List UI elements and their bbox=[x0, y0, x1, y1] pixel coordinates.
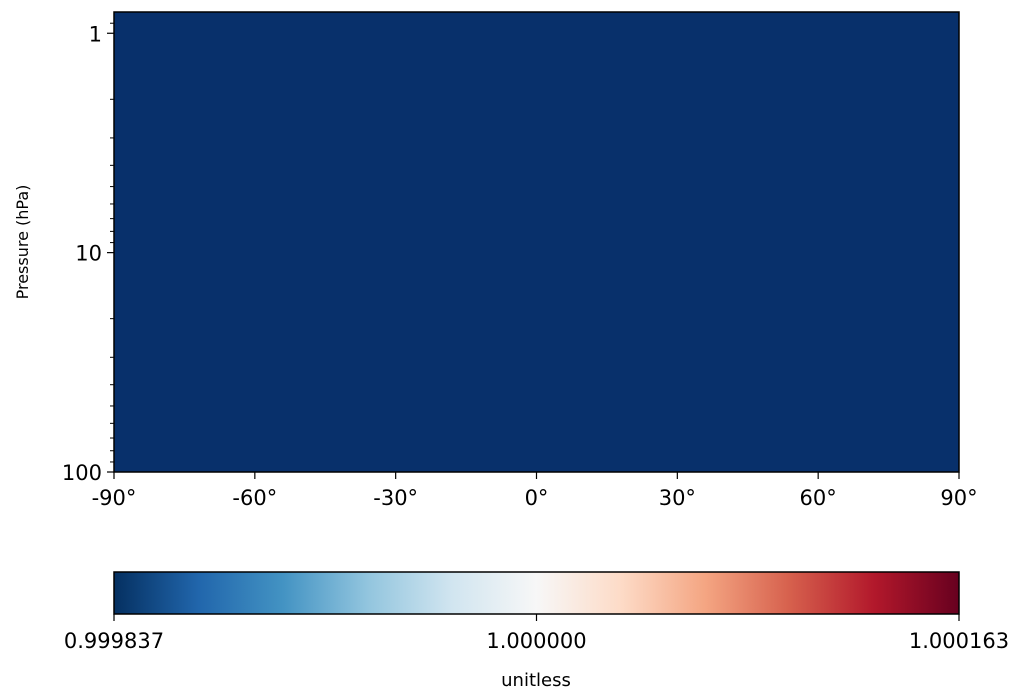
y-axis-label: Pressure (hPa) bbox=[13, 185, 32, 300]
plot-area bbox=[113, 11, 960, 473]
x-tick-label: 0° bbox=[525, 486, 549, 510]
x-tick-label: 30° bbox=[659, 486, 696, 510]
colorbar-tick-label: 0.999837 bbox=[64, 629, 164, 653]
x-axis: -90° -60° -30° 0° 30° 60° 90° bbox=[92, 472, 978, 510]
x-tick-label: -30° bbox=[373, 486, 418, 510]
heatmap-field bbox=[114, 12, 959, 472]
x-tick-label: 60° bbox=[800, 486, 837, 510]
y-tick-label: 1 bbox=[89, 22, 102, 46]
colorbar: 0.999837 1.000000 1.000163 unitless bbox=[64, 571, 1009, 691]
colorbar-tick-label: 1.000163 bbox=[909, 629, 1009, 653]
colorbar-gradient bbox=[114, 572, 959, 614]
colorbar-label: unitless bbox=[501, 670, 571, 691]
y-axis: 1 10 100 bbox=[62, 22, 114, 485]
x-tick-label: -90° bbox=[92, 486, 137, 510]
y-tick-label: 100 bbox=[62, 461, 102, 485]
x-tick-label: 90° bbox=[940, 486, 977, 510]
colorbar-ticks: 0.999837 1.000000 1.000163 bbox=[64, 614, 1009, 653]
x-tick-label: -60° bbox=[232, 486, 277, 510]
colorbar-tick-label: 1.000000 bbox=[486, 629, 586, 653]
y-tick-label: 10 bbox=[75, 242, 102, 266]
